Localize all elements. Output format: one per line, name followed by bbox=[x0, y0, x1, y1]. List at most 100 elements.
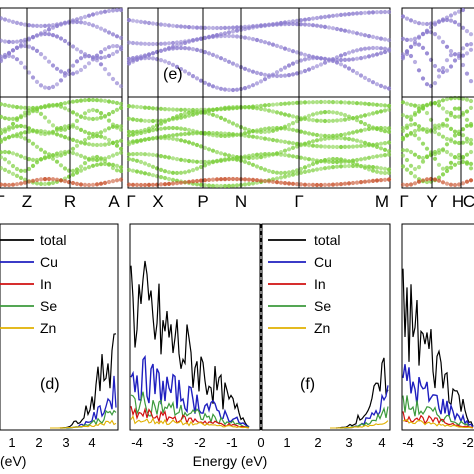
band-dot bbox=[456, 160, 462, 165]
band-dot bbox=[150, 182, 156, 187]
band-dot bbox=[342, 164, 348, 169]
band-dot bbox=[412, 128, 418, 134]
band-dot bbox=[318, 182, 324, 188]
dos-panel-d-frame bbox=[0, 223, 119, 431]
band-dot bbox=[362, 46, 368, 51]
band-dot bbox=[440, 172, 446, 177]
band-dot bbox=[0, 102, 4, 107]
band-dot bbox=[306, 182, 312, 187]
band-dot bbox=[274, 110, 280, 115]
band-dot bbox=[206, 35, 212, 40]
band-dot bbox=[342, 117, 348, 122]
band-dot bbox=[382, 129, 388, 134]
band-dot bbox=[440, 18, 446, 23]
band-dot bbox=[170, 23, 176, 28]
band-dot bbox=[150, 125, 156, 130]
band-dot bbox=[404, 114, 410, 119]
band-dot bbox=[2, 102, 8, 108]
band-dot bbox=[330, 144, 336, 149]
band-dot bbox=[106, 137, 112, 143]
band-dot bbox=[370, 45, 376, 51]
band-dot bbox=[102, 142, 108, 147]
band-dot bbox=[22, 155, 28, 160]
band-dot bbox=[110, 179, 116, 184]
band-dot bbox=[346, 66, 352, 71]
band-dot bbox=[94, 182, 100, 187]
band-dot bbox=[118, 127, 124, 132]
band-dot bbox=[142, 20, 148, 25]
band-dot bbox=[178, 24, 184, 29]
band-dot bbox=[436, 103, 442, 108]
band-dot bbox=[34, 181, 40, 186]
band-dot bbox=[362, 101, 368, 106]
band-dot bbox=[408, 182, 414, 187]
band-dot bbox=[404, 167, 410, 172]
band-dot bbox=[290, 145, 296, 150]
band-dot bbox=[54, 34, 60, 39]
band-dot bbox=[158, 154, 164, 159]
band-dot bbox=[10, 121, 16, 126]
band-dot bbox=[370, 143, 376, 148]
x-tick-label: 3 bbox=[62, 435, 69, 450]
band-dot bbox=[378, 10, 384, 15]
band-dot bbox=[222, 105, 228, 110]
band-dot bbox=[222, 177, 228, 182]
band-dot bbox=[322, 158, 328, 163]
band-dot bbox=[158, 118, 164, 123]
band-dot bbox=[354, 11, 360, 16]
band-dot bbox=[78, 20, 84, 25]
band-dot bbox=[222, 25, 228, 30]
band-dot bbox=[322, 24, 328, 29]
band-dot bbox=[186, 71, 192, 76]
band-dot bbox=[386, 177, 392, 182]
band-dot bbox=[424, 177, 430, 182]
band-dot bbox=[90, 12, 96, 17]
band-dot bbox=[294, 50, 300, 55]
band-dot bbox=[126, 133, 132, 138]
band-dot bbox=[138, 19, 144, 24]
band-dot bbox=[254, 70, 260, 75]
band-dot bbox=[424, 110, 430, 116]
band-dot bbox=[374, 178, 380, 183]
band-dot bbox=[358, 128, 364, 133]
band-dot bbox=[464, 179, 470, 184]
band-dot bbox=[416, 127, 422, 132]
band-dot bbox=[78, 114, 84, 119]
band-dot bbox=[118, 138, 124, 143]
band-dot bbox=[258, 39, 264, 44]
band-dot bbox=[182, 107, 188, 112]
band-dot bbox=[290, 127, 296, 132]
band-dot bbox=[202, 50, 208, 55]
band-dot bbox=[318, 62, 324, 67]
x-tick-label: -3 bbox=[432, 435, 444, 450]
band-dot bbox=[170, 133, 176, 138]
band-dot bbox=[226, 25, 232, 30]
band-dot bbox=[94, 142, 100, 148]
band-dot bbox=[444, 44, 450, 49]
band-dot bbox=[262, 178, 268, 184]
band-panel-right-frame bbox=[401, 7, 474, 189]
band-dot bbox=[436, 175, 442, 180]
band-dot bbox=[330, 118, 336, 123]
band-dot bbox=[10, 125, 16, 130]
band-dot bbox=[38, 177, 44, 182]
band-dot bbox=[262, 129, 268, 134]
band-dot bbox=[30, 129, 36, 134]
band-dot bbox=[6, 182, 12, 188]
band-dot bbox=[110, 153, 116, 158]
band-dot bbox=[294, 18, 300, 23]
band-dot bbox=[166, 41, 172, 46]
band-dot bbox=[82, 155, 88, 160]
band-dot bbox=[338, 144, 344, 150]
band-dot bbox=[190, 141, 196, 146]
band-dot bbox=[298, 182, 304, 187]
band-dot bbox=[18, 168, 24, 173]
band-dot bbox=[218, 177, 224, 182]
band-dot bbox=[162, 47, 168, 52]
band-dot bbox=[138, 105, 144, 110]
band-dot bbox=[2, 54, 8, 59]
dos-curve bbox=[402, 268, 474, 427]
band-dot bbox=[18, 44, 24, 49]
band-dot bbox=[432, 149, 438, 155]
band-dot bbox=[50, 33, 56, 38]
